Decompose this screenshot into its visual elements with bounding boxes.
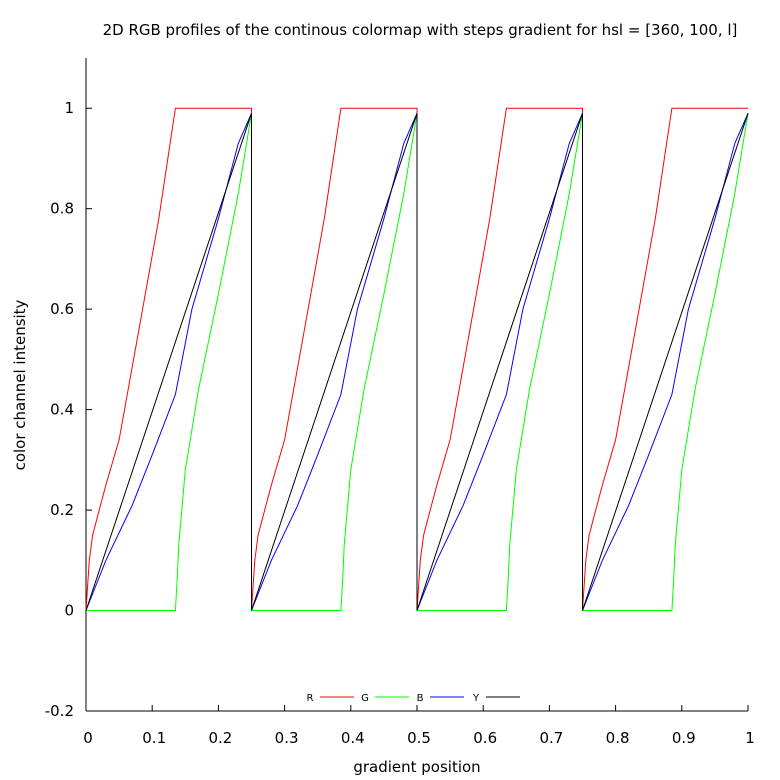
x-tick-label: 0.3 <box>275 729 299 747</box>
legend-label-y: Y <box>472 693 480 704</box>
x-tick-label: 0.1 <box>142 729 166 747</box>
x-tick-label: 0 <box>83 729 93 747</box>
y-tick-label: -0.2 <box>45 702 74 720</box>
y-tick-label: 0.8 <box>50 200 74 218</box>
series-layer <box>85 107 749 611</box>
x-tick-label: 1 <box>745 729 755 747</box>
y-tick-label: 1 <box>64 99 74 117</box>
x-tick-label: 0.7 <box>539 729 563 747</box>
x-tick-label: 0.4 <box>341 729 365 747</box>
x-axis-label: gradient position <box>353 758 480 776</box>
legend-label-r: R <box>307 693 314 704</box>
legend-label-g: G <box>361 693 369 704</box>
x-tick-label: 0.8 <box>606 729 630 747</box>
series-line-y <box>85 113 749 611</box>
y-tick-label: 0.6 <box>50 300 74 318</box>
chart-title: 2D RGB profiles of the continous colorma… <box>103 21 738 39</box>
legend-label-b: B <box>417 693 424 704</box>
axes: 0 0.1 0.2 0.3 0.4 0.5 0.6 0.7 0.8 0.9 1 -0.2 0 0.2 0.4… <box>45 58 755 747</box>
y-tick-label: 0.4 <box>50 401 74 419</box>
y-tick-label: 0 <box>64 602 74 620</box>
x-tick-label: 0.5 <box>407 729 431 747</box>
y-tick-label: 0.2 <box>50 501 74 519</box>
y-axis-label: color channel intensity <box>11 299 29 470</box>
x-tick-label: 0.9 <box>672 729 696 747</box>
x-tick-label: 0.6 <box>473 729 497 747</box>
x-tick-label: 0.2 <box>208 729 232 747</box>
